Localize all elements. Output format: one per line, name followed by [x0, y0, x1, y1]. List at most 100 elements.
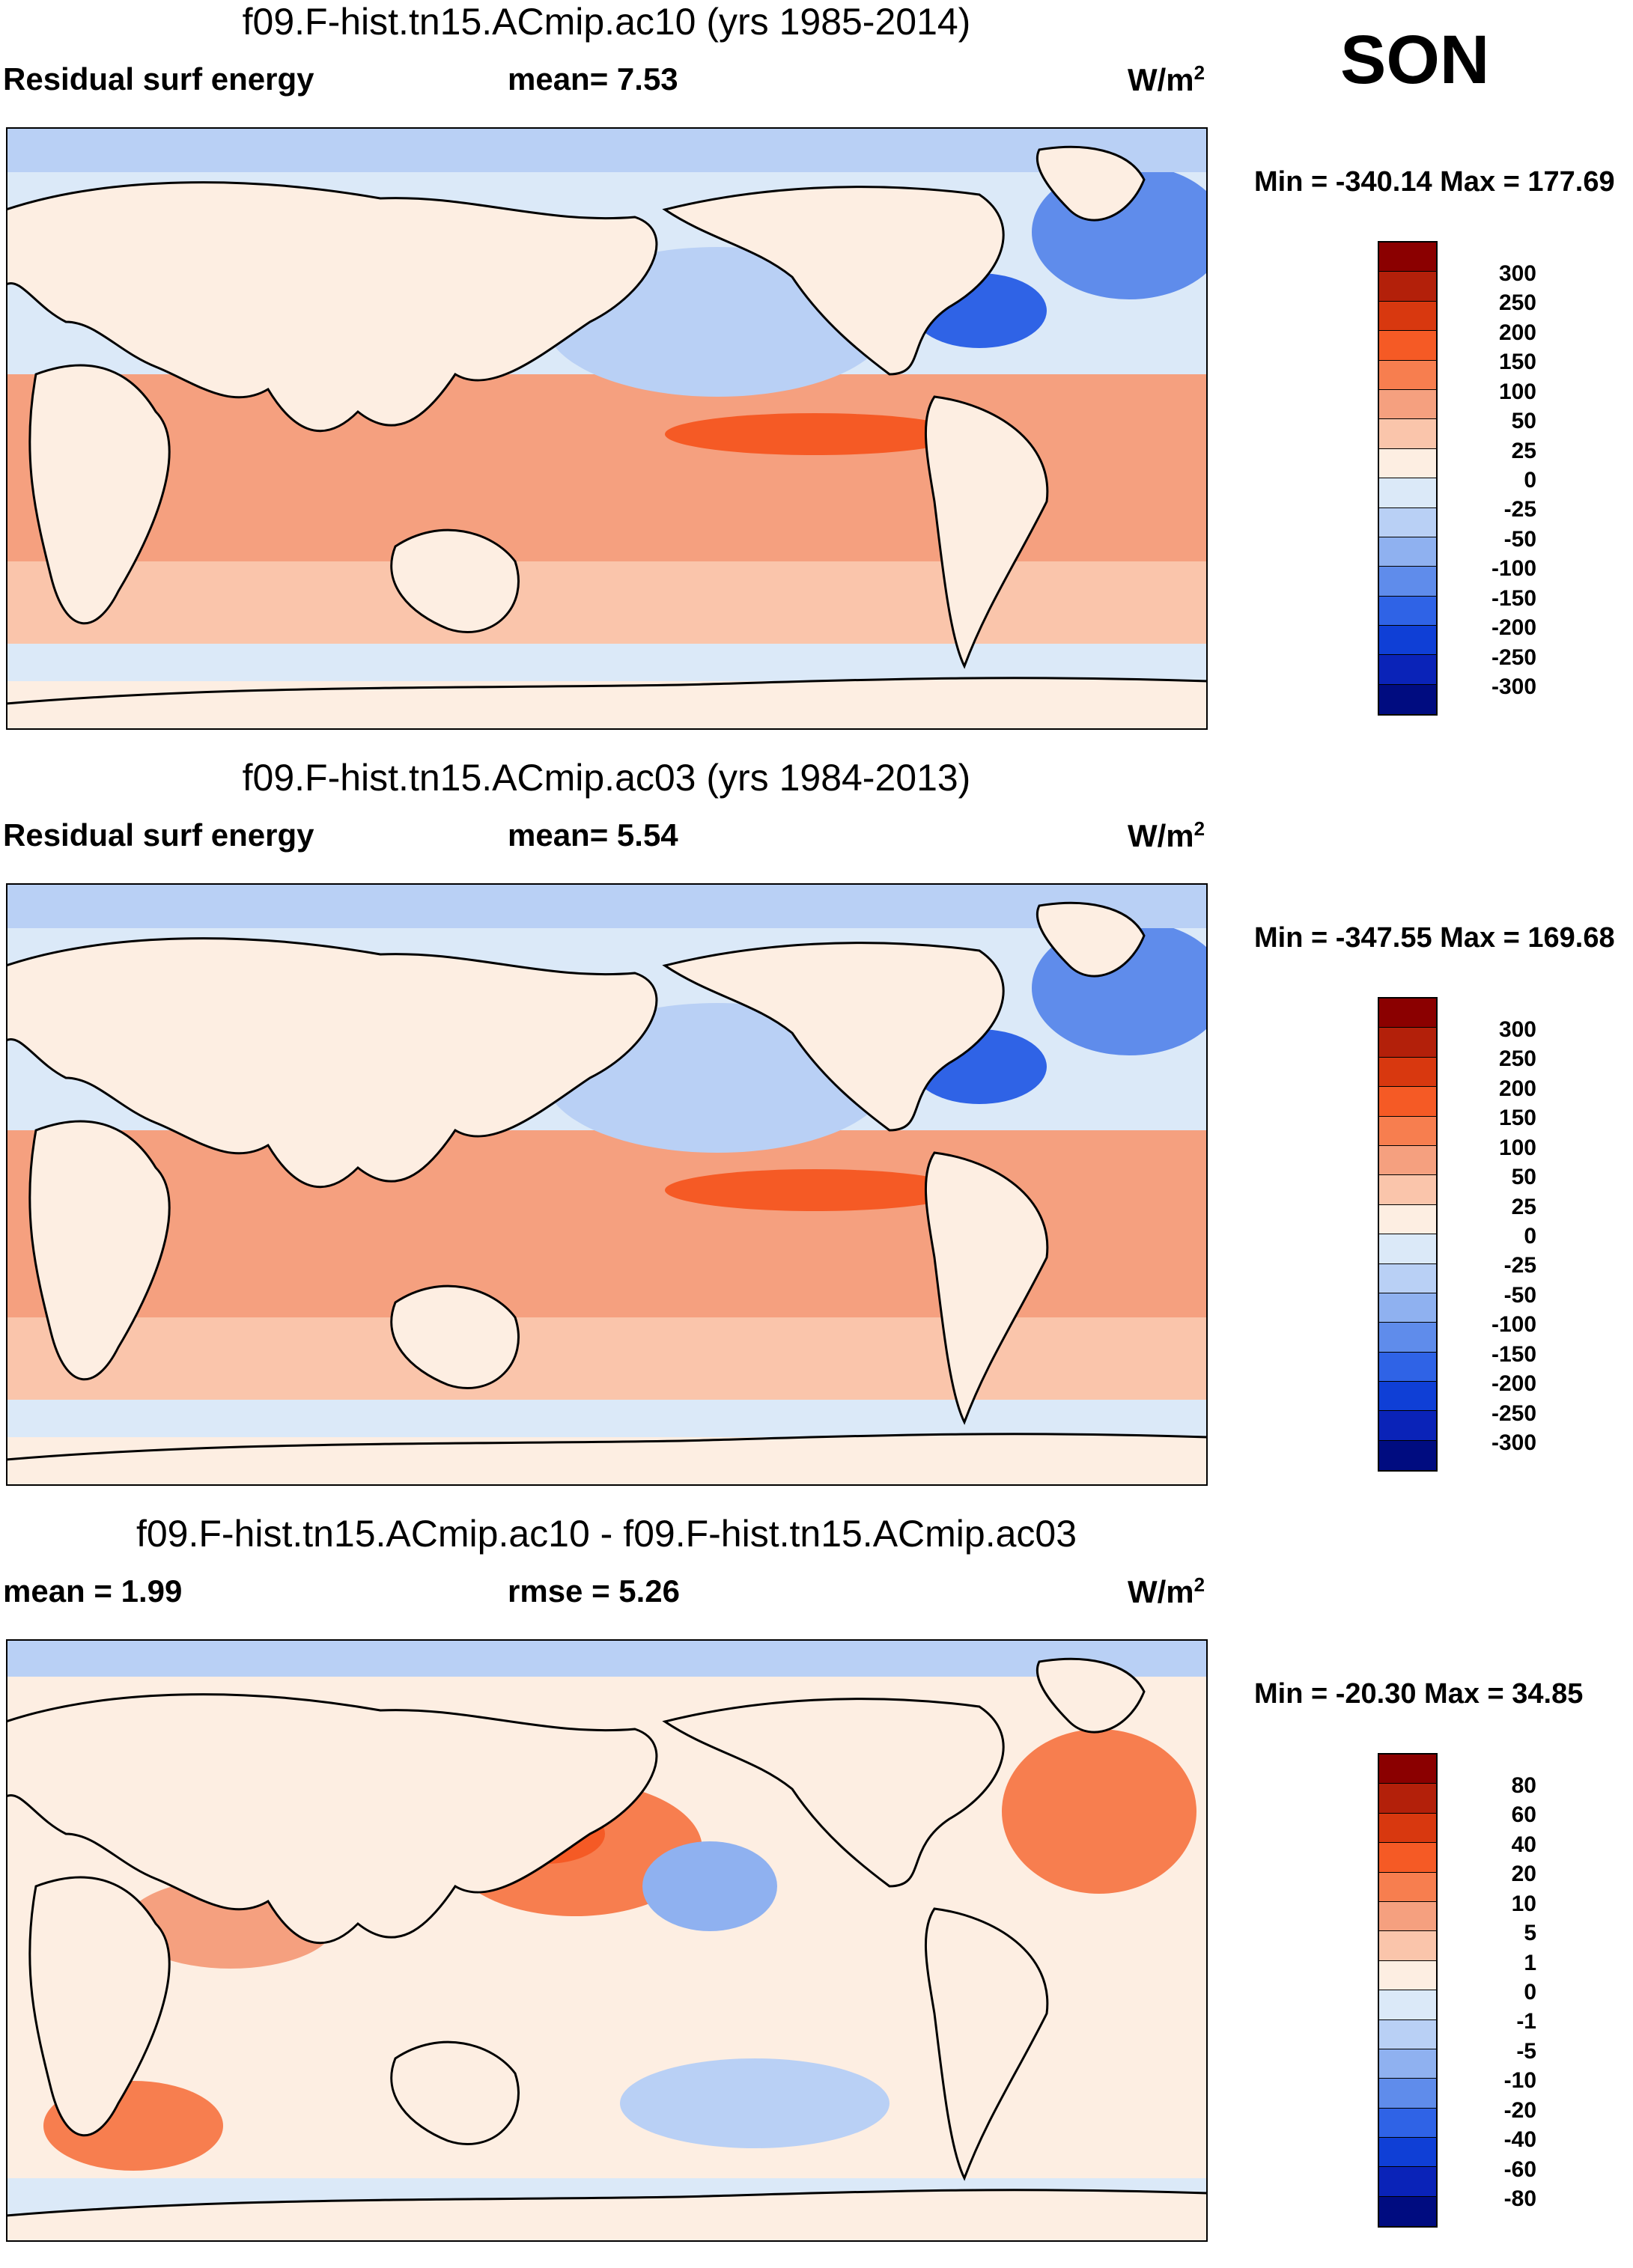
colorbar-swatch: [1379, 1411, 1436, 1441]
colorbar-swatch: [1379, 360, 1436, 390]
colorbar-tick-label: 300: [1498, 1017, 1536, 1042]
field-arctic: [6, 1639, 1208, 1677]
panel-title: f09.F-hist.tn15.ACmip.ac03 (yrs 1984-201…: [242, 757, 971, 799]
colorbar-tick-label: 250: [1498, 1046, 1536, 1071]
colorbar-swatch: [1379, 1175, 1436, 1205]
coast-australia: [390, 528, 520, 633]
colorbar-tick-label: 150: [1498, 1106, 1536, 1130]
coast-south-america: [925, 1151, 1049, 1425]
map-frame: [6, 1639, 1208, 2242]
colorbar-tick-label: 50: [1511, 409, 1536, 433]
colorbar-tick-label: 10: [1511, 1891, 1536, 1916]
field-south-pacific-cool: [620, 2058, 890, 2148]
field-arctic: [6, 883, 1208, 928]
colorbar-swatch: [1379, 1990, 1436, 2020]
field-eq-pacific: [665, 413, 964, 455]
season-label: SON: [1340, 22, 1490, 98]
colorbar-swatch: [1379, 419, 1436, 449]
colorbar-tick-label: -200: [1491, 1371, 1536, 1396]
coast-north-america: [662, 186, 1005, 376]
colorbar-tick-label: -50: [1503, 527, 1536, 552]
coast-greenland: [1036, 145, 1146, 222]
colorbar-swatch: [1379, 1323, 1436, 1353]
map-frame: [6, 127, 1208, 730]
colorbar-tick-label: -10: [1503, 2068, 1536, 2093]
panel-title: f09.F-hist.tn15.ACmip.ac10 - f09.F-hist.…: [136, 1513, 1077, 1555]
colorbar-tick-label: 200: [1498, 1076, 1536, 1101]
rmse-label: rmse = 5.26: [508, 1573, 681, 1609]
colorbar-tick-label: 25: [1511, 439, 1536, 463]
colorbar-tick-label: -250: [1491, 1401, 1536, 1426]
field-north-atlantic-warm: [1002, 1729, 1196, 1894]
colorbar-tick-label: 80: [1511, 1773, 1536, 1798]
colorbar-swatch: [1379, 2108, 1436, 2139]
panel-title: f09.F-hist.tn15.ACmip.ac10 (yrs 1985-201…: [242, 1, 971, 43]
colorbar-swatch: [1379, 1145, 1436, 1176]
colorbar-swatch: [1379, 331, 1436, 361]
colorbar-tick-label: 100: [1498, 379, 1536, 404]
colorbar-tick-label: 25: [1511, 1195, 1536, 1219]
units-label: W/m2: [1128, 1573, 1205, 1609]
colorbar-swatch: [1379, 1784, 1436, 1814]
coast-greenland: [1036, 1657, 1146, 1734]
colorbar-tick-label: -150: [1491, 1342, 1536, 1367]
colorbar-swatch: [1379, 2196, 1436, 2227]
colorbar-tick-label: -80: [1503, 2186, 1536, 2211]
coast-eurasia: [6, 937, 658, 1189]
mean-label: mean= 7.53: [508, 61, 678, 97]
coast-north-america: [662, 942, 1005, 1132]
coast-south-america: [925, 395, 1049, 669]
coast-north-america: [662, 1698, 1005, 1888]
colorbar-swatch: [1379, 2138, 1436, 2168]
colorbar-tick-label: -100: [1491, 1312, 1536, 1337]
colorbar-tick-label: -300: [1491, 674, 1536, 699]
colorbar-swatch: [1379, 1234, 1436, 1264]
colorbar-tick-label: 0: [1524, 1224, 1536, 1249]
field-eq-pacific: [665, 1169, 964, 1211]
colorbar-tick-label: -60: [1503, 2157, 1536, 2182]
colorbar-swatch: [1379, 1901, 1436, 1932]
colorbar-swatch: [1379, 2167, 1436, 2197]
colorbar-tick-label: 250: [1498, 290, 1536, 315]
mean-label: mean= 5.54: [508, 817, 678, 853]
colorbar-swatch: [1379, 1843, 1436, 1873]
colorbar-swatch: [1379, 1931, 1436, 1961]
colorbar-tick-label: -5: [1516, 2039, 1536, 2064]
variable-label: Residual surf energy: [3, 61, 314, 97]
colorbar-tick-label: 200: [1498, 320, 1536, 345]
colorbar-swatch: [1379, 1116, 1436, 1146]
colorbar-swatch: [1379, 596, 1436, 627]
colorbar-swatch: [1379, 1872, 1436, 1902]
colorbar-tick-label: 100: [1498, 1135, 1536, 1160]
coast-africa: [28, 1876, 171, 2137]
colorbar-swatch: [1379, 1293, 1436, 1323]
contour-map: [6, 127, 1208, 730]
colorbar-swatch: [1379, 389, 1436, 420]
coast-australia: [390, 1284, 520, 1389]
min-max-label: Min = -347.55 Max = 169.68: [1254, 922, 1615, 954]
colorbar-tick-label: -40: [1503, 2127, 1536, 2152]
colorbar-tick-label: 1: [1524, 1951, 1536, 1975]
colorbar-swatch: [1379, 1352, 1436, 1383]
colorbar-swatch: [1379, 1087, 1436, 1117]
colorbar-swatch: [1379, 1204, 1436, 1235]
colorbar-tick-label: -20: [1503, 2098, 1536, 2123]
colorbar-tick-label: 50: [1511, 1165, 1536, 1189]
colorbar-tick-label: 0: [1524, 468, 1536, 493]
colorbar-swatch: [1379, 2019, 1436, 2049]
colorbar-swatch: [1379, 1813, 1436, 1844]
colorbar-tick-label: 5: [1524, 1921, 1536, 1945]
colorbar-swatch: [1379, 999, 1436, 1028]
min-max-label: Min = -340.14 Max = 177.69: [1254, 166, 1615, 198]
panel-middle: f09.F-hist.tn15.ACmip.ac03 (yrs 1984-201…: [0, 756, 1633, 1512]
colorbar-swatch: [1379, 2049, 1436, 2079]
colorbar: [1378, 1753, 1438, 2228]
contour-map: [6, 1639, 1208, 2242]
coast-greenland: [1036, 901, 1146, 978]
colorbar-tick-label: -1: [1516, 2009, 1536, 2034]
coast-australia: [390, 2040, 520, 2145]
colorbar-tick-label: 300: [1498, 261, 1536, 286]
colorbar-tick-label: 150: [1498, 350, 1536, 374]
colorbar-tick-label: -50: [1503, 1283, 1536, 1308]
colorbar-tick-label: -200: [1491, 615, 1536, 640]
